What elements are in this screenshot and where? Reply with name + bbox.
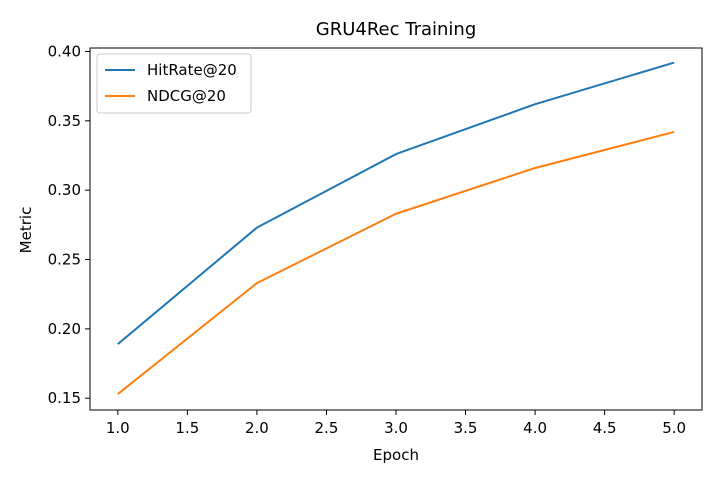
x-tick-label: 4.0 [523, 419, 547, 437]
x-tick-label: 1.0 [106, 419, 130, 437]
y-tick-label: 0.15 [48, 389, 81, 407]
x-tick-label: 3.0 [384, 419, 408, 437]
x-tick-label: 2.5 [315, 419, 339, 437]
x-tick-label: 1.5 [175, 419, 199, 437]
legend-label: HitRate@20 [147, 61, 237, 79]
y-tick-label: 0.20 [48, 320, 81, 338]
y-tick-label: 0.40 [48, 42, 81, 60]
y-tick-label: 0.35 [48, 112, 81, 130]
y-tick-label: 0.25 [48, 251, 81, 269]
legend-label: NDCG@20 [147, 87, 226, 105]
x-tick-label: 5.0 [662, 419, 686, 437]
legend: HitRate@20 NDCG@20 [97, 54, 251, 113]
x-tick-label: 2.0 [245, 419, 269, 437]
x-axis-label: Epoch [373, 446, 419, 464]
y-axis-label: Metric [17, 207, 35, 254]
x-tick-label: 4.5 [593, 419, 617, 437]
x-tick-label: 3.5 [454, 419, 478, 437]
chart-title: GRU4Rec Training [316, 19, 477, 40]
y-tick-label: 0.30 [48, 181, 81, 199]
